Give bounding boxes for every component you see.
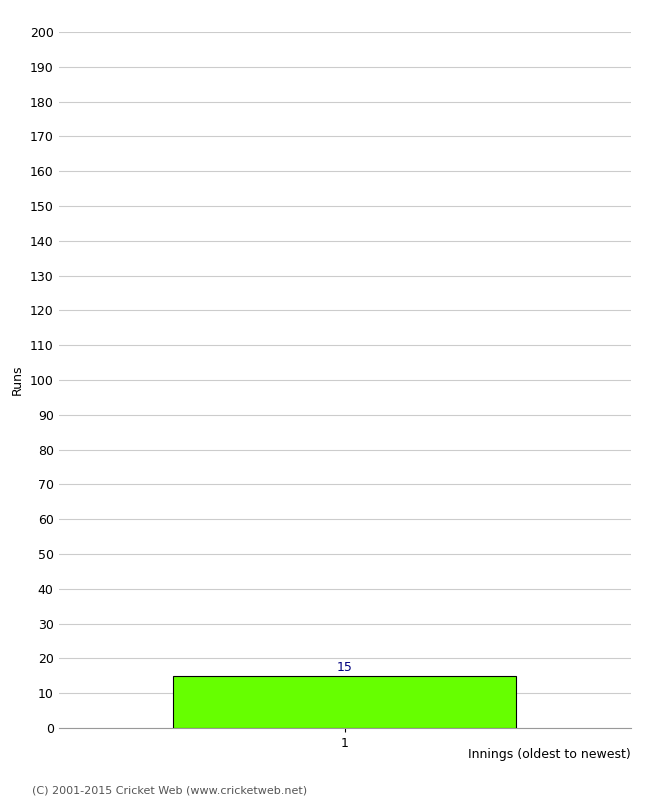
Text: Innings (oldest to newest): Innings (oldest to newest)	[468, 748, 630, 761]
Text: (C) 2001-2015 Cricket Web (www.cricketweb.net): (C) 2001-2015 Cricket Web (www.cricketwe…	[32, 786, 307, 795]
Text: 15: 15	[337, 661, 352, 674]
Y-axis label: Runs: Runs	[11, 365, 24, 395]
Bar	[173, 676, 516, 728]
